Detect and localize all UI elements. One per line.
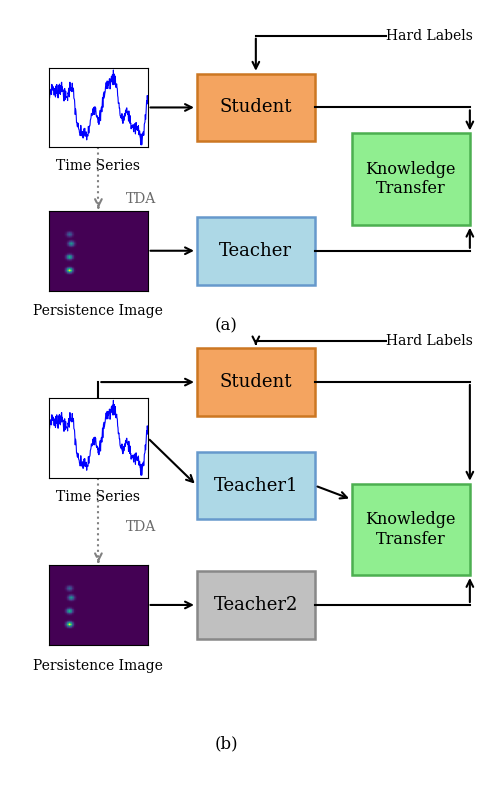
Text: Teacher2: Teacher2 — [214, 596, 298, 614]
Text: Student: Student — [219, 373, 292, 391]
Text: Time Series: Time Series — [57, 159, 140, 174]
Text: Knowledge
Transfer: Knowledge Transfer — [366, 511, 456, 548]
FancyBboxPatch shape — [197, 217, 315, 284]
Text: Time Series: Time Series — [57, 490, 140, 504]
Text: TDA: TDA — [125, 520, 155, 534]
Text: TDA: TDA — [125, 192, 155, 206]
Text: (b): (b) — [215, 736, 238, 753]
Text: Knowledge
Transfer: Knowledge Transfer — [366, 161, 456, 197]
Text: Teacher: Teacher — [219, 242, 292, 259]
Text: Teacher1: Teacher1 — [214, 477, 298, 494]
Text: Hard Labels: Hard Labels — [386, 334, 473, 348]
Text: (a): (a) — [215, 318, 238, 335]
FancyBboxPatch shape — [197, 74, 315, 142]
Text: Persistence Image: Persistence Image — [33, 659, 163, 673]
Text: Student: Student — [219, 99, 292, 116]
Text: Persistence Image: Persistence Image — [33, 304, 163, 318]
FancyBboxPatch shape — [197, 349, 315, 416]
FancyBboxPatch shape — [197, 451, 315, 519]
FancyBboxPatch shape — [352, 483, 470, 575]
FancyBboxPatch shape — [352, 134, 470, 224]
FancyBboxPatch shape — [197, 572, 315, 638]
Text: Hard Labels: Hard Labels — [386, 29, 473, 43]
